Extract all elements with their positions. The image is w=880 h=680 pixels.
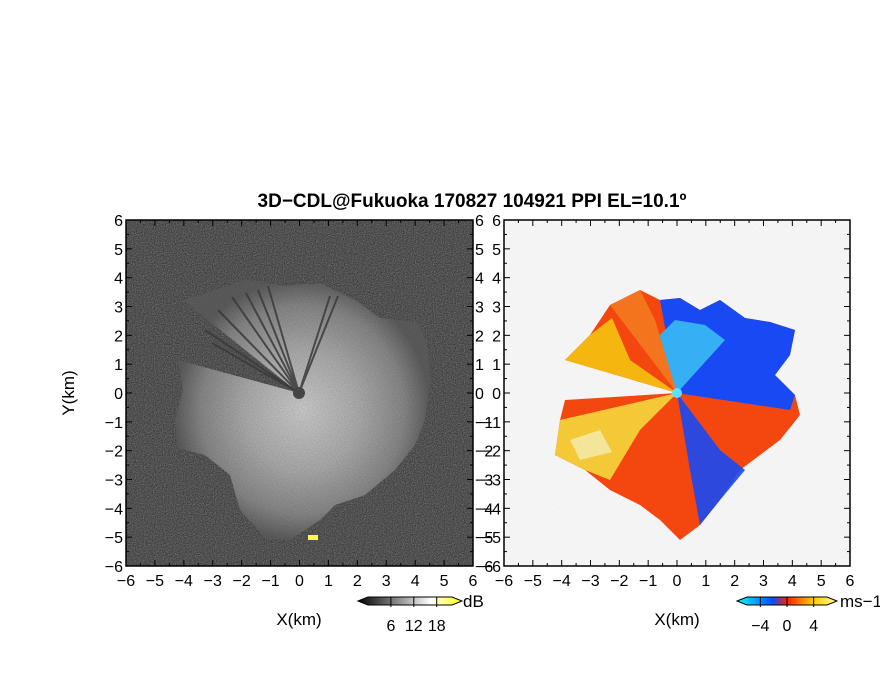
x-tick-label: −6 [117,573,135,590]
x-tick-label: −6 [495,573,513,590]
y-tick-label: −1 [105,415,123,432]
colorbar-tick-label: −4 [751,618,769,635]
y-tick-label-right: 6 [475,213,484,230]
y-tick-label: 5 [492,242,501,259]
chart-title: 3D−CDL@Fukuoka 170827 104921 PPI EL=10.1… [258,191,687,212]
y-tick-label-right: 2 [475,328,484,345]
reflectivity-panel: −6 −5 −4 −3 −2 −1 0 1 2 3 4 5 66 65 54 43 32 21 10 0−1 −1−2−… [59,213,493,635]
y-tick-label: −3 [483,473,501,490]
y-tick-label-right: −4 [475,501,493,518]
colorbar-tick-label: 4 [809,618,818,635]
colorbar-tick-label: 0 [783,618,792,635]
blocked-beams [204,285,339,394]
reflectivity-field [126,220,473,566]
x-tick-label: 4 [411,573,420,590]
x-tick-label: 0 [673,573,682,590]
x-tick-label: 3 [759,573,768,590]
y-tick-label-right: 5 [475,242,484,259]
x-tick-label: 2 [730,573,739,590]
y-tick-label: −6 [483,559,501,576]
colorbar-tick-label: 18 [428,618,446,635]
velocity-axes: −6 −5 −4 −3 −2 −1 0 1 2 3 4 5 6 6 5 4 3 2 1 0 −1 −2 −3 −4 −5 −6 [483,213,855,590]
x-tick-label: 6 [846,573,855,590]
y-tick-label: −4 [105,501,123,518]
y-tick-label: −5 [105,530,123,547]
reflectivity-colorbar-unit: dB [463,592,484,611]
radar-site [293,387,305,399]
y-tick-label-right: 3 [475,300,484,317]
reflectivity-colorbar-ticks: 6 12 18 [386,597,446,635]
y-tick-label-right: −1 [475,415,493,432]
y-tick-label: 4 [492,271,501,288]
y-tick-label-right: 1 [475,357,484,374]
velocity-colorbar-unit: ms−1 [840,592,880,611]
y-tick-label: 0 [114,386,123,403]
y-axis-label: Y(km) [59,370,78,415]
colorbar-tick-label: 12 [405,618,423,635]
reflectivity-axes: −6 −5 −4 −3 −2 −1 0 1 2 3 4 5 66 65 54 43 32 21 10 0−1 −1−2−… [105,213,494,590]
y-tick-label: 3 [114,300,123,317]
y-tick-label-right: −3 [475,473,493,490]
y-tick-label: −1 [483,415,501,432]
x-tick-label: 1 [324,573,333,590]
colorbar-tick-label: 6 [386,618,395,635]
y-tick-label: −4 [483,501,501,518]
bright-echo [308,535,318,540]
radar-site-velocity [672,388,682,398]
y-tick-label: 2 [114,328,123,345]
x-tick-label: 5 [817,573,826,590]
x-tick-label: −1 [261,573,279,590]
x-tick-label: 0 [295,573,304,590]
y-tick-label: −2 [483,444,501,461]
x-axis-label-right: X(km) [654,610,699,629]
velocity-panel: −6 −5 −4 −3 −2 −1 0 1 2 3 4 5 6 6 5 4 3 2 1 0 −1 −2 −3 −4 −5 −6 X… [483,213,880,635]
velocity-colorbar-ticks: −4 0 4 [751,597,818,635]
y-tick-label: 0 [492,386,501,403]
x-tick-label: −4 [175,573,193,590]
x-tick-label: 3 [382,573,391,590]
y-tick-label-right: −5 [475,530,493,547]
x-axis-label-left: X(km) [276,610,321,629]
y-tick-label: 2 [492,328,501,345]
y-tick-label: 6 [114,213,123,230]
x-tick-label: −5 [146,573,164,590]
reflectivity-colorbar: 6 12 18 dB [356,592,484,635]
x-tick-label: 1 [701,573,710,590]
x-tick-label: −3 [204,573,222,590]
y-tick-label: 4 [114,271,123,288]
y-tick-label-right: −2 [475,444,493,461]
y-tick-label: 1 [114,357,123,374]
y-tick-label-right: 4 [475,271,484,288]
y-tick-label: 5 [114,242,123,259]
x-tick-label: 2 [353,573,362,590]
y-tick-label: 3 [492,300,501,317]
y-tick-label: −5 [483,530,501,547]
y-tick-label-right: −6 [475,559,493,576]
x-tick-label: −1 [639,573,657,590]
y-tick-label: −6 [105,559,123,576]
x-tick-label: 4 [788,573,797,590]
y-tick-label-right: 0 [475,386,484,403]
x-tick-label: 5 [440,573,449,590]
y-tick-label: 6 [492,213,501,230]
x-tick-label: 6 [469,573,478,590]
x-tick-label: −5 [524,573,542,590]
y-tick-label: 1 [492,357,501,374]
echo-texture [175,280,430,540]
x-tick-label: −4 [553,573,571,590]
y-tick-label: −2 [105,444,123,461]
y-tick-label: −3 [105,473,123,490]
x-tick-label: −2 [610,573,628,590]
x-tick-label: −3 [581,573,599,590]
velocity-colorbar: −4 0 4 ms−1 [735,592,880,635]
x-tick-label: −2 [233,573,251,590]
velocity-field [504,220,850,566]
reflectivity-colorbar-bar [356,596,464,606]
